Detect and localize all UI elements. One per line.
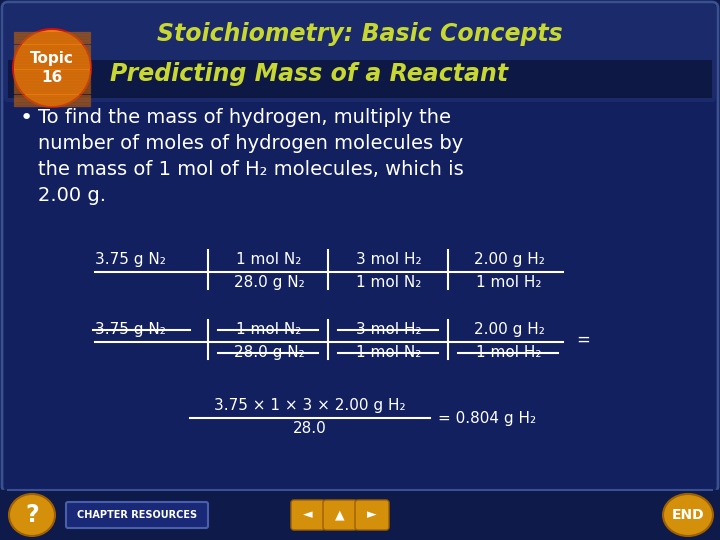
Text: the mass of 1 mol of H₂ molecules, which is: the mass of 1 mol of H₂ molecules, which… [38,160,464,179]
Bar [14,89,90,90]
Ellipse shape [12,28,92,108]
Bar [14,79,90,81]
FancyBboxPatch shape [8,60,712,98]
Bar [14,101,90,103]
Bar [14,76,90,78]
Text: 2.00 g H₂: 2.00 g H₂ [474,322,544,337]
Text: 1 mol H₂: 1 mol H₂ [476,345,541,360]
Text: ?: ? [25,503,39,527]
Bar [14,63,90,65]
Text: CHAPTER RESOURCES: CHAPTER RESOURCES [77,510,197,520]
Text: 1 mol N₂: 1 mol N₂ [236,252,302,267]
Text: ▲: ▲ [336,509,345,522]
Text: 3 mol H₂: 3 mol H₂ [356,322,422,337]
Text: ◄: ◄ [303,509,312,522]
Text: 1 mol N₂: 1 mol N₂ [356,345,422,360]
Text: 3 mol H₂: 3 mol H₂ [356,252,422,267]
Bar [14,44,90,46]
Bar [14,91,90,93]
Bar [14,82,90,84]
Text: ►: ► [367,509,377,522]
Text: 28.0 g N₂: 28.0 g N₂ [233,275,305,290]
Bar [14,51,90,53]
Text: Predicting Mass of a Reactant: Predicting Mass of a Reactant [110,62,508,86]
Bar [14,32,90,34]
Text: END: END [672,508,704,522]
FancyBboxPatch shape [2,2,718,492]
Bar [14,66,90,69]
Bar [14,42,90,43]
Bar [14,38,90,40]
Text: Stoichiometry: Basic Concepts: Stoichiometry: Basic Concepts [157,22,563,46]
Bar [14,85,90,87]
Text: 28.0 g N₂: 28.0 g N₂ [233,345,305,360]
Bar [14,60,90,62]
Text: 3.75 g N₂: 3.75 g N₂ [95,252,166,267]
Ellipse shape [9,494,55,536]
Text: •: • [20,108,33,128]
FancyBboxPatch shape [291,500,325,530]
FancyBboxPatch shape [355,500,389,530]
Bar [14,35,90,37]
Bar [14,54,90,56]
FancyBboxPatch shape [323,500,357,530]
Text: 1 mol H₂: 1 mol H₂ [476,275,541,290]
Bar [14,57,90,59]
Bar [14,48,90,50]
Ellipse shape [14,30,90,106]
Text: 3.75 × 1 × 3 × 2.00 g H₂: 3.75 × 1 × 3 × 2.00 g H₂ [214,398,406,413]
Text: 2.00 g H₂: 2.00 g H₂ [474,252,544,267]
Bar [14,73,90,75]
Text: = 0.804 g H₂: = 0.804 g H₂ [438,410,536,426]
Text: 28.0: 28.0 [293,421,327,436]
Text: number of moles of hydrogen molecules by: number of moles of hydrogen molecules by [38,134,463,153]
Bar [14,70,90,72]
Bar [14,98,90,100]
FancyBboxPatch shape [66,502,208,528]
Ellipse shape [663,494,713,536]
Text: 1 mol N₂: 1 mol N₂ [356,275,422,290]
Bar [0,490,720,540]
Text: 1 mol N₂: 1 mol N₂ [236,322,302,337]
Text: =: = [576,331,590,349]
Text: To find the mass of hydrogen, multiply the: To find the mass of hydrogen, multiply t… [38,108,451,127]
Text: 3.75 g N₂: 3.75 g N₂ [95,322,166,337]
FancyBboxPatch shape [4,4,716,102]
Bar [14,104,90,106]
Text: 2.00 g.: 2.00 g. [38,186,106,205]
Bar [14,94,90,97]
Text: Topic
16: Topic 16 [30,51,74,85]
